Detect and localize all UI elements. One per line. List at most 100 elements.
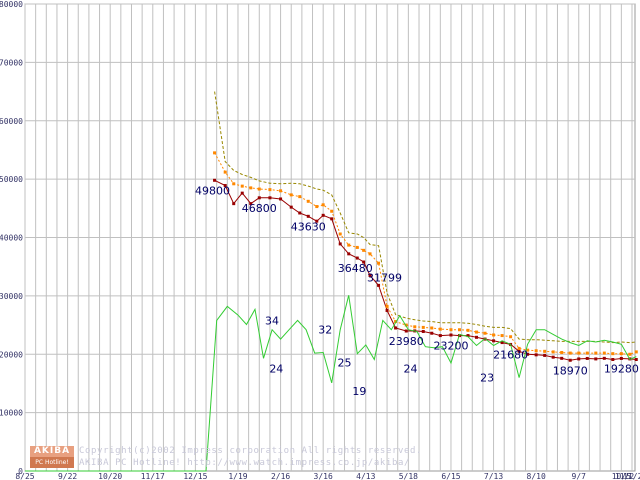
data-label: 21680 (493, 348, 528, 361)
series-point (223, 170, 227, 174)
akiba-logo: AKIBA PC Hotline! (30, 446, 74, 468)
series (25, 91, 638, 472)
series-point (602, 351, 606, 355)
x-tick-label: 5/18 (399, 472, 418, 480)
series-point (385, 308, 389, 312)
data-label: 32 (318, 324, 332, 337)
series-point (268, 188, 272, 192)
series-point (338, 242, 342, 246)
series-point (560, 350, 564, 354)
series-point (306, 214, 310, 218)
series-point (394, 326, 398, 330)
series-point (526, 352, 530, 356)
series-point (534, 353, 538, 357)
series-point (449, 333, 453, 337)
series-point (534, 349, 538, 353)
data-label: 18970 (553, 364, 588, 377)
series-point (279, 197, 283, 201)
series-point (347, 243, 351, 247)
series-point (315, 219, 319, 223)
y-tick-label: 40000 (0, 234, 23, 243)
y-tick-label: 70000 (0, 58, 23, 67)
data-label: 43630 (291, 220, 326, 233)
y-tick-label: 60000 (0, 117, 23, 126)
series-point (492, 339, 496, 343)
series-point (362, 248, 366, 252)
series-point (362, 260, 366, 264)
series-point (298, 195, 302, 199)
y-tick-label: 10000 (0, 409, 23, 418)
series-point (611, 358, 615, 362)
y-tick-label: 0 (18, 467, 23, 476)
series-point (509, 335, 513, 339)
series-point (347, 252, 351, 256)
y-tick-label: 80000 (0, 0, 23, 9)
series-point (466, 328, 470, 332)
x-tick-label: 12/15 (183, 472, 207, 480)
x-tick-label: 10/5 (612, 472, 631, 480)
series-point (577, 351, 581, 355)
grid (24, 3, 636, 472)
series-point (240, 191, 244, 195)
series-point (500, 334, 504, 338)
data-label: 49800 (195, 184, 230, 197)
data-label: 31799 (367, 271, 402, 284)
x-tick-label: 9/22 (58, 472, 77, 480)
series-point (377, 283, 381, 287)
series-point (315, 205, 319, 209)
data-label: 46800 (242, 202, 277, 215)
series-point (249, 186, 253, 190)
data-label: 36480 (338, 262, 373, 275)
series-point (404, 323, 408, 327)
series-point (577, 357, 581, 361)
series-point (289, 193, 293, 197)
series-point (279, 189, 283, 193)
data-label: 23200 (433, 340, 468, 353)
x-tick-label: 7/13 (484, 472, 503, 480)
series-point (385, 304, 389, 308)
x-tick-label: 8/10 (527, 472, 546, 480)
series-point (257, 196, 261, 200)
series-point (568, 351, 572, 355)
series-point (594, 351, 598, 355)
x-tick-label: 2/16 (271, 472, 290, 480)
series-point (232, 182, 236, 186)
series-point (232, 202, 236, 206)
series-point (223, 184, 227, 188)
series-point (543, 353, 547, 357)
series-point (438, 334, 442, 338)
x-tick-label: 9/7 (572, 472, 587, 480)
y-tick-label: 30000 (0, 292, 23, 301)
data-label: 24 (403, 362, 417, 375)
series-point (634, 358, 638, 362)
series-point (377, 261, 381, 265)
series-point (289, 205, 293, 209)
series-point (430, 326, 434, 330)
series-point (517, 346, 521, 350)
data-label: 24 (269, 362, 283, 375)
x-tick-label: 8/25 (15, 472, 34, 480)
series-point (466, 334, 470, 338)
logo-top-text: AKIBA (30, 446, 74, 457)
series-point (355, 256, 359, 260)
series-point (483, 331, 487, 335)
series-point (257, 187, 261, 191)
series-point (213, 151, 217, 155)
series-point (268, 196, 272, 200)
series-point (560, 356, 564, 360)
series-point (330, 217, 334, 221)
data-label: 19 (352, 385, 366, 398)
series-point (634, 350, 638, 354)
series-point (321, 213, 325, 217)
series-point (594, 357, 598, 361)
series-point (585, 351, 589, 355)
copyright-line-2: AKIBA PC Hotline! http://www.watch.impre… (79, 458, 411, 468)
series-line (214, 91, 637, 344)
x-tick-label: 11/2 (615, 472, 634, 480)
series-point (568, 358, 572, 362)
data-label: 23 (480, 372, 494, 385)
data-label: 23980 (389, 335, 424, 348)
series-point (213, 178, 217, 182)
